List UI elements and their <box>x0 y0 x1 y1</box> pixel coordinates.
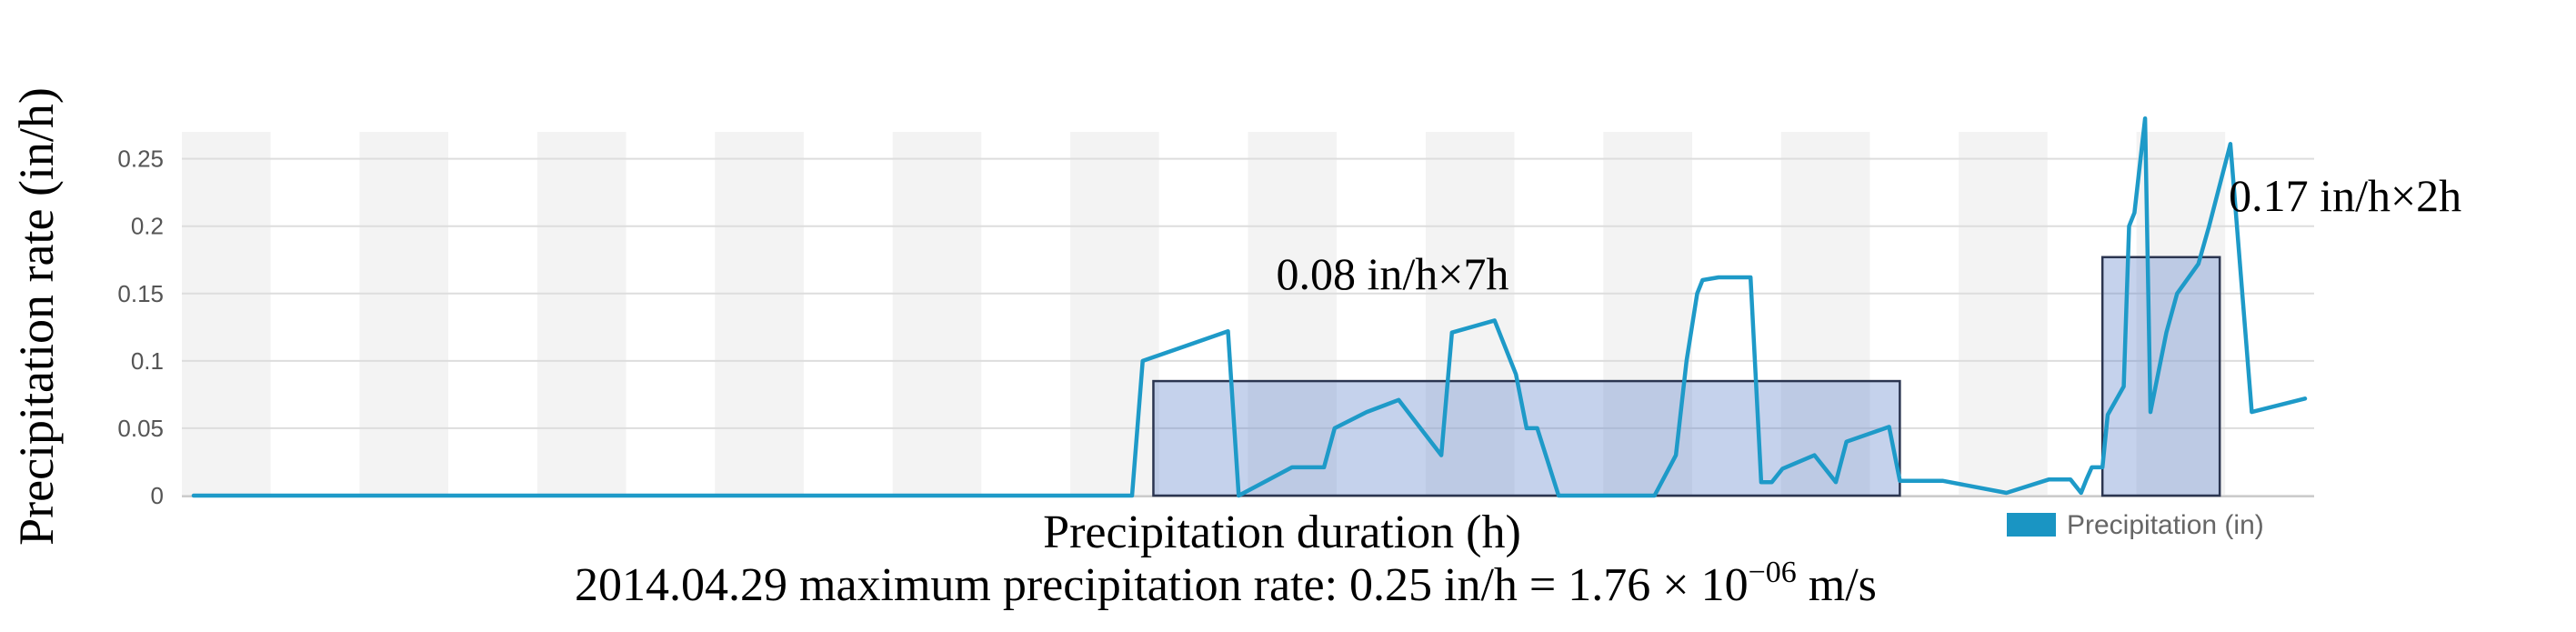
background-band <box>1692 132 1781 496</box>
annotation-box <box>2100 256 2221 497</box>
background-band <box>892 132 982 496</box>
legend-label: Precipitation (in) <box>2067 510 2264 540</box>
background-band <box>1514 132 1604 496</box>
background-band <box>803 132 893 496</box>
caption-exponent: −06 <box>1749 556 1797 589</box>
annotation-label: 0.17 in/h×2h <box>2229 170 2461 221</box>
background-band <box>448 132 537 496</box>
legend: Precipitation (in) <box>2007 510 2264 540</box>
background-band <box>536 132 626 496</box>
chart-caption: 2014.04.29 maximum precipitation rate: 0… <box>575 556 1877 611</box>
background-band <box>1780 132 1870 496</box>
background-band <box>1959 132 2048 496</box>
background-band <box>715 132 804 496</box>
caption-main: 2014.04.29 maximum precipitation rate: 0… <box>575 559 1749 611</box>
background-band <box>981 132 1071 496</box>
background-band <box>2047 132 2137 496</box>
background-band <box>1425 132 1515 496</box>
annotation-box <box>1152 379 1901 497</box>
y-tick-label: 0.05 <box>117 415 164 442</box>
annotation-label: 0.08 in/h×7h <box>1276 248 1509 299</box>
background-band <box>1070 132 1159 496</box>
background-band <box>1248 132 1338 496</box>
y-tick-label: 0.1 <box>131 347 164 375</box>
background-band <box>182 132 271 496</box>
caption-unit: m/s <box>1797 559 1877 611</box>
y-tick-label: 0 <box>151 482 164 509</box>
background-band <box>2136 132 2226 496</box>
background-band <box>1869 132 1960 496</box>
background-band <box>626 132 716 496</box>
y-axis-ticks: 0 0.05 0.1 0.15 0.2 0.25 <box>117 145 164 509</box>
legend-swatch <box>2007 513 2056 537</box>
y-tick-label: 0.2 <box>131 213 164 240</box>
y-tick-label: 0.25 <box>117 145 164 173</box>
background-band <box>2225 132 2314 496</box>
y-axis-label: Precipitation rate (in/h) <box>9 87 64 546</box>
series-line <box>191 115 2308 498</box>
series-layer <box>191 115 2308 498</box>
annotation-labels: 0.08 in/h×7h 0.17 in/h×2h <box>1276 170 2461 299</box>
x-axis-label: Precipitation duration (h) <box>1043 507 1521 558</box>
background-bands <box>182 132 2314 496</box>
y-tick-label: 0.15 <box>117 280 164 307</box>
background-band <box>270 132 360 496</box>
background-band <box>1337 132 1426 496</box>
background-band <box>359 132 449 496</box>
